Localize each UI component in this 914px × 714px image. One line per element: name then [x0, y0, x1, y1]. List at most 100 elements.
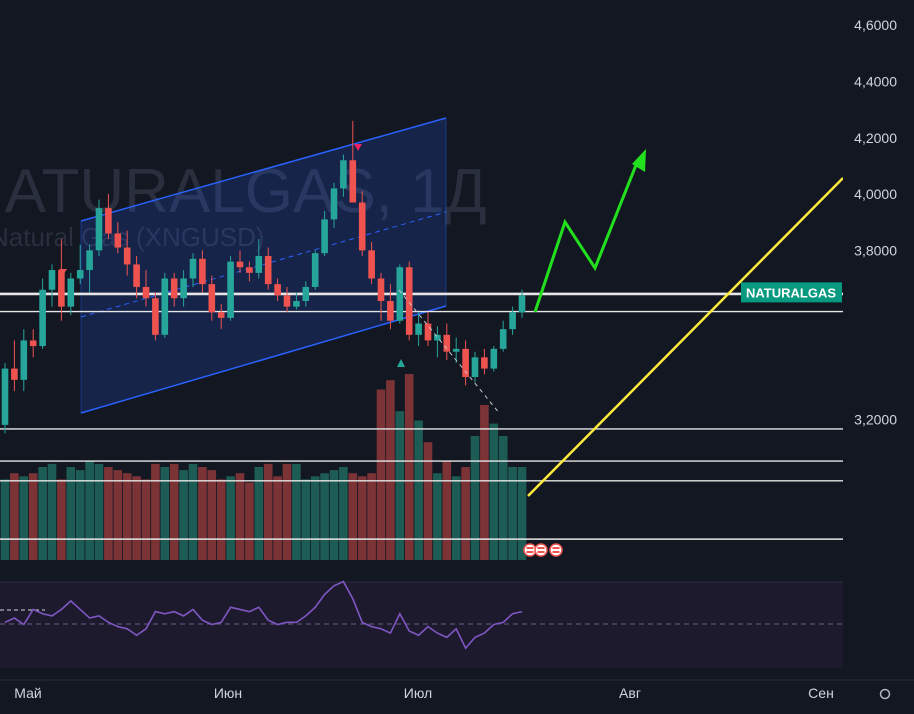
- volume-bar: [339, 467, 348, 560]
- candle-body: [311, 253, 319, 287]
- time-tick-label: Авг: [619, 685, 641, 701]
- volume-bar: [348, 473, 358, 560]
- forecast-arrow-line: [533, 159, 640, 313]
- volume-bar: [386, 380, 395, 560]
- candle-body: [274, 284, 281, 296]
- candle-body: [199, 258, 206, 285]
- volume-bar: [282, 463, 292, 560]
- candle-body: [490, 348, 498, 369]
- volume-bar: [414, 420, 423, 560]
- candle-body: [95, 208, 103, 251]
- volume-bar: [104, 467, 113, 560]
- us-event-flag-icon: [552, 551, 560, 553]
- volume-bar: [498, 436, 508, 560]
- candle-body: [105, 208, 112, 234]
- candle-body: [29, 340, 37, 347]
- candle-body: [133, 264, 140, 287]
- candle-body: [48, 270, 56, 290]
- volume-bar: [480, 405, 489, 560]
- volume-bar: [85, 460, 94, 560]
- watermark-symbol: NATURALGAS, 1Д: [0, 157, 487, 226]
- event-flags[interactable]: [523, 543, 563, 557]
- volume-bar: [122, 473, 132, 560]
- candle-body: [11, 368, 18, 380]
- channel-mid-line: [80, 211, 447, 318]
- candle-body: [20, 340, 28, 380]
- volume-bar: [310, 476, 320, 560]
- settings-icon[interactable]: [879, 688, 891, 700]
- candle-body: [39, 289, 46, 347]
- volume-bar: [10, 473, 19, 560]
- volume-bar: [38, 467, 47, 560]
- candle-body: [462, 348, 469, 378]
- settings-button[interactable]: [879, 688, 891, 700]
- volume-bar: [179, 470, 188, 560]
- candle-body: [349, 160, 357, 203]
- us-event-flag-icon: [523, 543, 537, 557]
- volume-bar: [489, 423, 499, 560]
- candle-body: [434, 334, 441, 341]
- candle-body: [358, 202, 366, 251]
- volume-bar: [329, 470, 339, 560]
- candle-body: [368, 250, 375, 279]
- candle-body: [340, 160, 347, 189]
- volume-bar: [151, 463, 160, 560]
- volume-bar: [433, 473, 442, 560]
- volume-bar: [207, 470, 217, 560]
- candle-body: [481, 357, 488, 369]
- volume-bar: [132, 476, 141, 560]
- candle-body: [227, 261, 234, 318]
- candle-body: [58, 270, 65, 307]
- symbol-watermark: NATURALGAS, 1Д Natural Gas (XNGUSD): [0, 157, 487, 252]
- volume-bar: [57, 479, 66, 560]
- price-tick-label: 4,6000: [854, 17, 897, 33]
- candle-body: [499, 329, 507, 349]
- price-tick-label: 4,4000: [854, 73, 897, 89]
- price-axis[interactable]: 4,6000 4,4000 4,2000 4,0000 3,8000 3,2000: [843, 0, 914, 680]
- volume-bar: [141, 479, 151, 560]
- volume-bar: [75, 470, 85, 560]
- candle-body: [471, 357, 479, 378]
- volume-bar: [188, 463, 198, 560]
- volume-bar: [442, 460, 452, 560]
- candle-body: [86, 250, 93, 271]
- candle-body: [443, 334, 451, 352]
- time-tick-label: Июн: [214, 685, 242, 701]
- price-tick-label: 3,2000: [854, 411, 897, 427]
- volume-bar: [301, 479, 311, 560]
- rsi-line: [4, 580, 523, 650]
- volume-bar: [376, 389, 386, 560]
- candle-body: [293, 301, 300, 307]
- channel-bottom-line: [80, 305, 447, 414]
- candle-body: [123, 247, 131, 265]
- volume-bar: [160, 467, 170, 560]
- candle-body: [161, 278, 169, 335]
- us-event-flag-icon: [537, 547, 545, 549]
- candle-body: [396, 267, 404, 321]
- candle-body: [246, 267, 253, 273]
- rsi-pane: 60,0040,00: [0, 580, 914, 668]
- candle-body: [415, 323, 422, 335]
- drawings[interactable]: [59, 144, 844, 497]
- us-event-flag-icon: [534, 543, 548, 557]
- volume-bar: [94, 463, 104, 560]
- volume-bar: [28, 473, 38, 560]
- low-marker: [397, 359, 405, 367]
- volume-bar: [423, 442, 433, 560]
- volume-bar: [320, 473, 329, 560]
- us-event-flag-icon: [526, 547, 534, 549]
- channel-top-line: [80, 117, 447, 222]
- candle-body: [518, 295, 526, 313]
- candle-body: [170, 278, 178, 299]
- candle-body: [387, 301, 394, 321]
- watermark-name: Natural Gas (XNGUSD): [0, 222, 265, 252]
- volume-bar: [66, 467, 76, 560]
- volume-bar: [508, 467, 517, 560]
- candle-body: [452, 348, 460, 352]
- us-event-flag-icon: [537, 551, 545, 553]
- volume-bar: [0, 479, 10, 560]
- volume-bar: [19, 476, 29, 560]
- time-axis[interactable]: Май Июн Июл Авг Сен: [0, 679, 914, 701]
